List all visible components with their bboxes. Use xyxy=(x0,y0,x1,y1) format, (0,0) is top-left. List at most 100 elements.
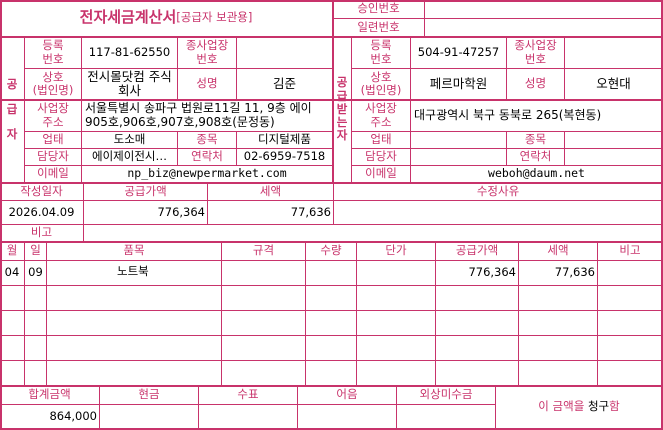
receiver-email: weboh@daum.net xyxy=(410,165,663,183)
item-cell-month xyxy=(0,310,25,336)
item-cell-unit-price xyxy=(356,285,436,311)
item-cell-item-name xyxy=(46,335,222,361)
supplier-item: 디지털제품 xyxy=(236,131,333,149)
item-cell-unit-price xyxy=(356,310,436,336)
supplier-email: np_biz@newpermarket.com xyxy=(81,165,333,183)
border xyxy=(0,428,663,430)
date-label: 작성일자 xyxy=(0,182,84,201)
border xyxy=(661,0,663,430)
item-cell-item-name: 노트북 xyxy=(46,260,222,286)
claim-word: 청구 xyxy=(587,399,610,414)
divider xyxy=(332,0,334,184)
item-cell-note xyxy=(597,285,663,311)
revision-reason xyxy=(333,200,663,225)
supplier-rep: 김준 xyxy=(236,68,333,100)
item-cell-qty xyxy=(305,285,357,311)
item-cell-unit-price xyxy=(356,360,436,386)
item-cell-supply-amount: 776,364 xyxy=(435,260,519,286)
item-cell-month xyxy=(0,335,25,361)
label-char: 공 xyxy=(336,75,348,90)
item-header-tax: 세액 xyxy=(518,241,598,261)
revision-reason-label: 수정사유 xyxy=(333,182,663,201)
receiver-phone xyxy=(564,148,663,166)
border xyxy=(0,0,2,430)
total-header-note: 어음 xyxy=(297,385,397,405)
receiver-rep-label: 성명 xyxy=(506,68,565,100)
approval-value xyxy=(424,0,663,19)
label-char: 자 xyxy=(336,128,348,143)
item-cell-spec xyxy=(221,260,306,286)
supplier-contact-label: 담당자 xyxy=(24,148,82,166)
supplier-biz: 도소매 xyxy=(81,131,178,149)
supplier-address: 서울특별시 송파구 법원로11길 11, 9층 에이 905호,906호,907… xyxy=(81,99,333,132)
divider xyxy=(0,182,663,184)
title-text: 전자세금계산서 xyxy=(79,8,177,27)
item-cell-tax xyxy=(518,335,598,361)
item-cell-qty xyxy=(305,335,357,361)
supplier-addr-label: 사업장 주소 xyxy=(24,99,82,132)
item-cell-note xyxy=(597,360,663,386)
item-cell-unit-price xyxy=(356,335,436,361)
item-cell-item-name xyxy=(46,285,222,311)
receiver-name: 페르마학원 xyxy=(410,68,507,100)
total-value-credit xyxy=(396,404,496,429)
item-cell-month: 04 xyxy=(0,260,25,286)
supplier-name-label: 상호 (법인명) xyxy=(24,68,82,100)
item-cell-item-name xyxy=(46,360,222,386)
item-cell-supply-amount xyxy=(435,335,519,361)
supplier-sub-label: 종사업장 번호 xyxy=(177,36,237,69)
item-cell-day xyxy=(24,310,47,336)
supply-amount: 776,364 xyxy=(83,200,208,225)
label-char: 자 xyxy=(6,127,18,142)
receiver-biz xyxy=(410,131,507,149)
divider xyxy=(334,99,663,101)
total-header-cash: 현금 xyxy=(99,385,199,405)
item-cell-day xyxy=(24,335,47,361)
receiver-addr-label: 사업장 주소 xyxy=(351,99,411,132)
supplier-section-label: 공 급 자 xyxy=(0,36,25,183)
item-cell-supply-amount xyxy=(435,285,519,311)
divider xyxy=(0,385,663,387)
item-cell-qty xyxy=(305,360,357,386)
note-label: 비고 xyxy=(0,224,84,242)
supplier-phone: 02-6959-7518 xyxy=(236,148,333,166)
label-char: 는 xyxy=(336,115,348,130)
approval-label: 승인번호 xyxy=(332,0,425,19)
supply-amount-label: 공급가액 xyxy=(83,182,208,201)
item-header-month: 월 xyxy=(0,241,25,261)
item-cell-note xyxy=(597,310,663,336)
note-value xyxy=(83,224,663,242)
tax-amount-label: 세액 xyxy=(207,182,334,201)
receiver-sub-label: 종사업장 번호 xyxy=(506,36,565,69)
receiver-sub-no xyxy=(564,36,663,69)
item-cell-spec xyxy=(221,360,306,386)
supplier-sub-no xyxy=(236,36,333,69)
label-char: 공 xyxy=(6,76,18,91)
receiver-address: 대구광역시 북구 동북로 265(복현동) xyxy=(410,99,663,132)
total-value-total: 864,000 xyxy=(0,404,100,429)
issue-date: 2026.04.09 xyxy=(0,200,84,225)
receiver-reg-no: 504-91-47257 xyxy=(410,36,507,69)
item-cell-day xyxy=(24,360,47,386)
item-header-qty: 수량 xyxy=(305,241,357,261)
supplier-reg-label: 등록 번호 xyxy=(24,36,82,69)
total-value-note xyxy=(297,404,397,429)
supplier-rep-label: 성명 xyxy=(177,68,237,100)
divider xyxy=(0,99,334,101)
divider xyxy=(0,241,663,243)
item-cell-item-name xyxy=(46,310,222,336)
item-cell-day: 09 xyxy=(24,260,47,286)
receiver-biz-label: 업태 xyxy=(351,131,411,149)
receiver-item xyxy=(564,131,663,149)
total-header-total: 합계금액 xyxy=(0,385,100,405)
supplier-item-label: 종목 xyxy=(177,131,237,149)
label-char: 급 xyxy=(6,101,18,116)
divider xyxy=(0,36,663,38)
supplier-contact: 에이제이전시… xyxy=(81,148,178,166)
label-char: 받 xyxy=(336,101,348,116)
item-cell-month xyxy=(0,285,25,311)
claim-suffix: 함 xyxy=(609,399,620,414)
item-header-day: 일 xyxy=(24,241,47,261)
receiver-email-label: 이메일 xyxy=(351,165,411,183)
